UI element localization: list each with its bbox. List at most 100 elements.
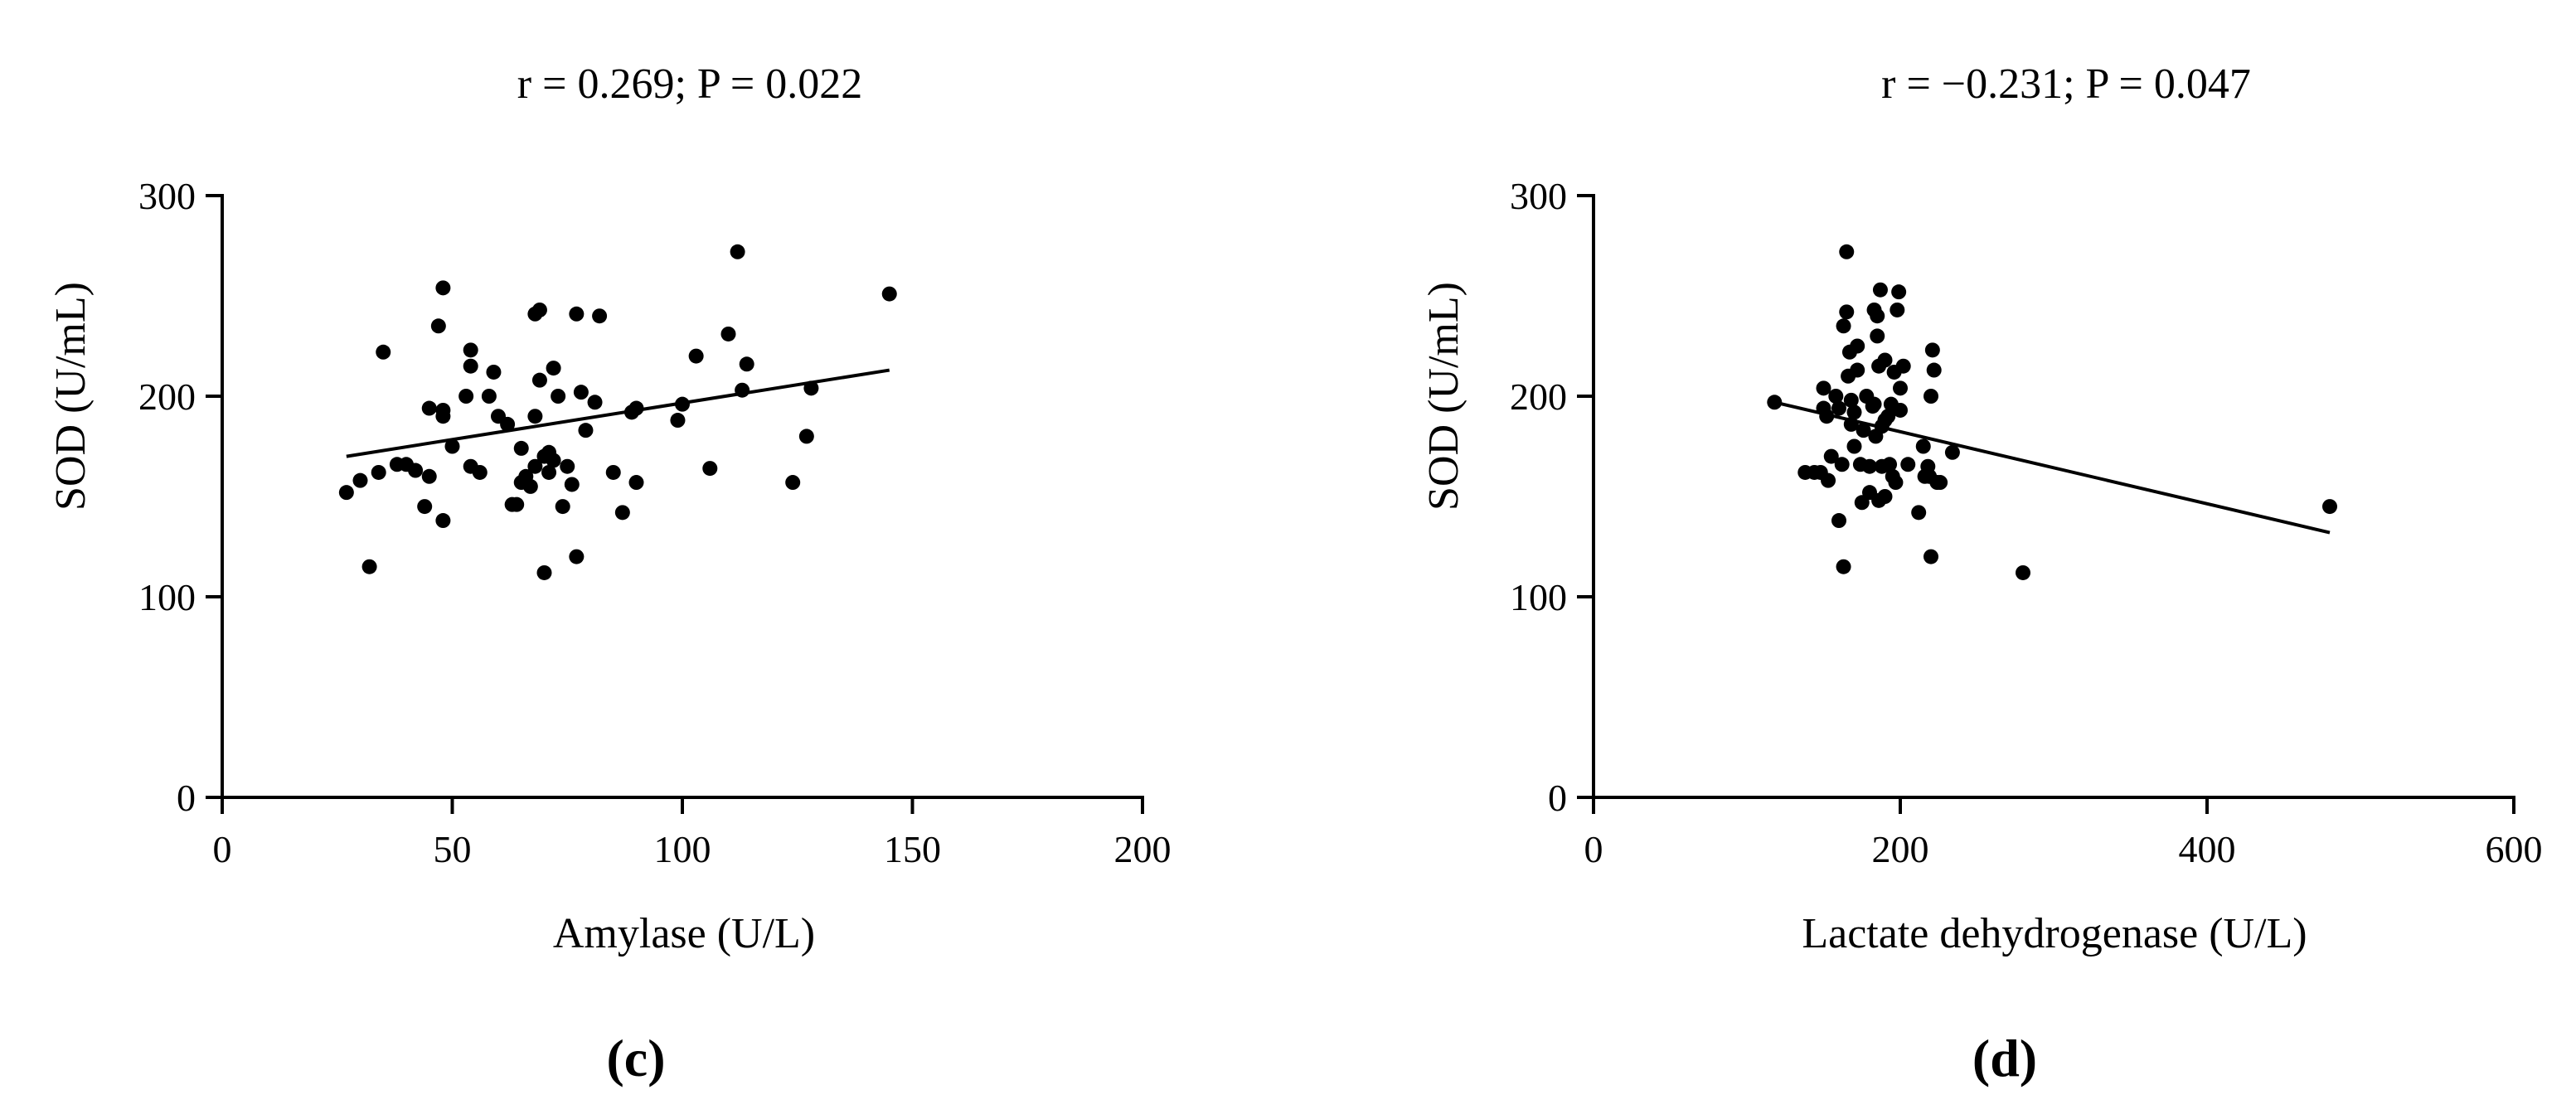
chart-d-y-tick-label: 300 — [1510, 175, 1567, 217]
chart-d-data-point — [1850, 362, 1865, 378]
chart-c-data-point — [376, 344, 391, 360]
chart-c-data-point — [513, 440, 529, 456]
chart-c-ylabel: SOD (U/mL) — [47, 282, 95, 511]
chart-c-xlabel: Amylase (U/L) — [553, 910, 815, 957]
chart-d-data-point — [1893, 380, 1908, 396]
chart-c-data-point — [702, 461, 718, 477]
chart-c-data-point — [481, 389, 497, 404]
chart-d-data-point — [1891, 284, 1907, 300]
chart-c-x-tick-label: 0 — [213, 828, 232, 870]
chart-c-y-tick-label: 0 — [177, 777, 196, 819]
chart-c-data-point — [730, 244, 745, 259]
chart-d-xlabel: Lactate dehydrogenase (U/L) — [1802, 910, 2307, 957]
chart-c-data-point — [463, 358, 478, 374]
chart-d-data-point — [1882, 457, 1898, 472]
chart-d-data-point — [1831, 513, 1846, 529]
chart-d-data-point — [1846, 404, 1862, 420]
chart-d-data-point — [1944, 444, 1960, 460]
chart-d-data-point — [1924, 342, 1940, 358]
chart-d-data-point — [1895, 358, 1911, 374]
chart-c-data-point — [361, 559, 377, 574]
chart-d-panel-label: (d) — [1972, 1029, 2037, 1087]
chart-c-data-point — [421, 468, 437, 484]
chart-c-data-point — [670, 413, 686, 429]
chart-d-data-point — [1843, 392, 1859, 408]
chart-c-data-point — [486, 364, 502, 380]
chart-d-data-point — [1870, 308, 1885, 324]
chart-c-data-point — [417, 499, 433, 515]
chart-c-data-point — [551, 389, 566, 404]
chart-c-data-point — [371, 464, 386, 480]
chart-c-data-point — [587, 395, 603, 410]
chart-d-data-point — [1821, 472, 1836, 488]
chart-c-data-point — [785, 475, 801, 491]
chart-c-data-point — [628, 475, 644, 491]
chart-d-data-point — [1900, 457, 1916, 472]
chart-d-data-point — [1834, 457, 1850, 472]
chart-d-data-point — [1831, 400, 1846, 416]
chart-c-data-point — [546, 361, 561, 376]
chart-c-data-point — [531, 302, 547, 317]
chart-d-data-point — [1872, 282, 1888, 298]
chart-d-plot-area: 0 100 200 300 0 200 400 600 — [1510, 175, 2543, 870]
chart-c-data-point — [444, 438, 460, 454]
chart-c-x-tick-label: 200 — [1114, 828, 1172, 870]
chart-c-data-point — [592, 308, 608, 324]
chart-d-x-tick-label: 200 — [1872, 828, 1929, 870]
chart-d-data-point — [1877, 352, 1893, 368]
chart-d-data-point — [1866, 396, 1882, 412]
chart-d-ylabel: SOD (U/mL) — [1420, 282, 1467, 511]
chart-c-data-point — [569, 549, 585, 564]
chart-c-data-point — [338, 485, 354, 501]
chart-d-data-point — [1924, 549, 1938, 564]
chart-c-data-point — [573, 385, 589, 400]
chart-c-data-point — [458, 389, 474, 404]
chart-d-data-point — [1850, 338, 1865, 354]
chart-d-data-point — [1926, 362, 1942, 378]
chart-c-data-point — [531, 372, 547, 388]
chart-d-data-point — [2016, 564, 2030, 580]
chart-d-data-point — [1823, 448, 1839, 464]
chart-d-data-point — [2322, 499, 2337, 515]
chart-c-x-tick-label: 150 — [884, 828, 941, 870]
chart-c-y-tick-label: 300 — [138, 175, 196, 217]
chart-c-data-point — [605, 464, 621, 480]
chart-c-data-point — [500, 416, 516, 432]
chart-d-data-point — [1877, 489, 1893, 504]
chart-d-data-point — [1862, 458, 1877, 474]
chart-d-data-point — [1836, 559, 1851, 574]
chart-c-data-point — [536, 564, 552, 580]
chart-d: r = −0.231; P = 0.047 SOD (U/mL) Lactate… — [1420, 61, 2543, 1087]
chart-c-data-point — [527, 409, 543, 424]
chart-d-data-point — [1880, 409, 1896, 424]
chart-c-data-point — [555, 499, 570, 515]
chart-c-data-point — [569, 306, 585, 322]
chart-c-y-tick-label: 100 — [138, 576, 196, 618]
chart-d-data-point — [1933, 475, 1948, 491]
chart-c-data-point — [435, 513, 451, 529]
chart-d-data-point — [1828, 389, 1844, 404]
chart-c-data-point — [472, 464, 488, 480]
chart-d-data-point — [1839, 244, 1855, 259]
chart-c-data-point — [578, 423, 594, 438]
chart-c-data-point — [560, 458, 575, 474]
chart-d-data-point — [1870, 328, 1885, 344]
chart-d-data-point — [1890, 302, 1905, 317]
chart-d-trend-line — [1773, 400, 2331, 535]
chart-d-y-axis-title: SOD (U/mL) — [1420, 282, 1467, 511]
chart-d-data-point — [1816, 380, 1831, 396]
chart-c-data-point — [541, 464, 557, 480]
chart-c-y-tick-label: 200 — [138, 375, 196, 418]
chart-c-data-point — [564, 477, 580, 492]
chart-c-x-tick-label: 50 — [434, 828, 472, 870]
chart-d-data-point — [1839, 304, 1855, 320]
chart-c-data-point — [881, 286, 897, 302]
chart-c-data-point — [430, 318, 446, 334]
chart-c-plot-area: 0 100 200 300 0 50 100 150 200 — [138, 175, 1172, 870]
chart-c-data-point — [463, 342, 478, 358]
chart-c-title: r = 0.269; P = 0.022 — [517, 61, 862, 108]
chart-c-data-point — [546, 453, 561, 468]
chart-d-data-point — [1888, 475, 1904, 491]
chart-c-data-point — [739, 356, 754, 372]
